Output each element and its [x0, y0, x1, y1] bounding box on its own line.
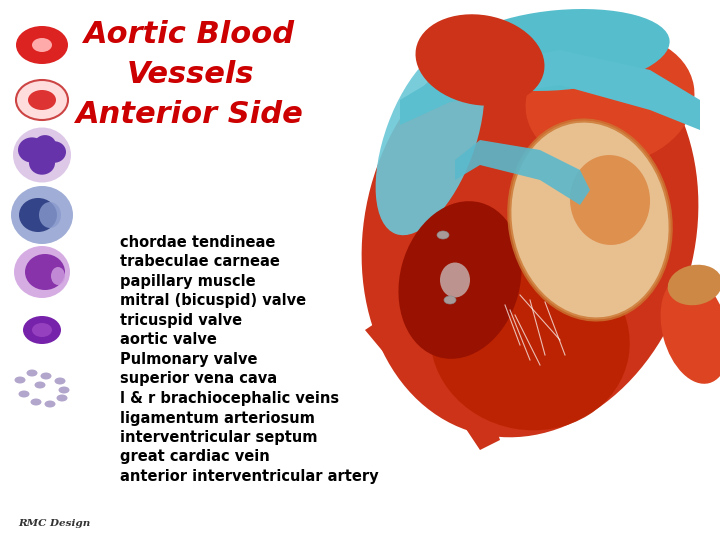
Ellipse shape — [35, 381, 45, 388]
Ellipse shape — [437, 231, 449, 239]
Ellipse shape — [32, 323, 52, 337]
Ellipse shape — [14, 376, 25, 383]
Text: superior vena cava: superior vena cava — [120, 372, 277, 387]
Ellipse shape — [444, 296, 456, 304]
Text: interventricular septum: interventricular septum — [120, 430, 318, 445]
Text: mitral (bicuspid) valve: mitral (bicuspid) valve — [120, 294, 306, 308]
Text: RMC Design: RMC Design — [18, 519, 90, 528]
Ellipse shape — [667, 265, 720, 305]
Text: Pulmonary valve: Pulmonary valve — [120, 352, 258, 367]
Text: trabeculae carneae: trabeculae carneae — [120, 254, 280, 269]
Ellipse shape — [451, 9, 670, 91]
Ellipse shape — [40, 373, 52, 380]
Ellipse shape — [56, 395, 68, 402]
Ellipse shape — [361, 23, 698, 437]
Text: tricuspid valve: tricuspid valve — [120, 313, 242, 328]
Ellipse shape — [34, 135, 56, 155]
Ellipse shape — [526, 35, 695, 166]
Ellipse shape — [19, 390, 30, 397]
Ellipse shape — [27, 369, 37, 376]
Text: aortic valve: aortic valve — [120, 333, 217, 348]
Ellipse shape — [39, 202, 61, 228]
Text: papillary muscle: papillary muscle — [120, 274, 256, 289]
Text: anterior interventricular artery: anterior interventricular artery — [120, 469, 379, 484]
Ellipse shape — [415, 14, 544, 106]
Text: chordae tendineae: chordae tendineae — [120, 235, 275, 250]
Ellipse shape — [25, 254, 65, 290]
Ellipse shape — [58, 387, 70, 394]
Ellipse shape — [28, 90, 56, 110]
Ellipse shape — [32, 38, 52, 52]
Ellipse shape — [14, 246, 70, 298]
Ellipse shape — [509, 120, 670, 320]
Ellipse shape — [16, 26, 68, 64]
Polygon shape — [400, 50, 700, 130]
Ellipse shape — [16, 80, 68, 120]
Ellipse shape — [23, 316, 61, 344]
Ellipse shape — [45, 401, 55, 408]
Text: l & r brachiocephalic veins: l & r brachiocephalic veins — [120, 391, 339, 406]
Ellipse shape — [398, 201, 521, 359]
Ellipse shape — [440, 262, 470, 298]
Ellipse shape — [660, 276, 720, 384]
Ellipse shape — [13, 127, 71, 183]
Ellipse shape — [19, 198, 57, 232]
Polygon shape — [455, 140, 590, 205]
Ellipse shape — [11, 186, 73, 244]
Text: Anterior Side: Anterior Side — [76, 100, 304, 129]
Ellipse shape — [376, 45, 485, 235]
Ellipse shape — [42, 141, 66, 163]
Ellipse shape — [570, 155, 650, 245]
Ellipse shape — [18, 137, 46, 163]
Polygon shape — [365, 320, 500, 450]
Ellipse shape — [30, 399, 42, 406]
Text: great cardiac vein: great cardiac vein — [120, 449, 270, 464]
Ellipse shape — [51, 267, 65, 285]
Text: ligamentum arteriosum: ligamentum arteriosum — [120, 410, 315, 426]
Ellipse shape — [29, 151, 55, 175]
Ellipse shape — [55, 377, 66, 384]
Text: Vessels: Vessels — [126, 60, 253, 89]
Ellipse shape — [431, 249, 630, 430]
Text: Aortic Blood: Aortic Blood — [84, 20, 296, 49]
